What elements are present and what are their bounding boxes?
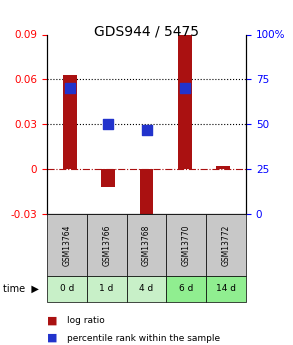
Text: 4 d: 4 d bbox=[139, 284, 154, 294]
Bar bbox=[101, 169, 115, 187]
Text: GSM13766: GSM13766 bbox=[102, 224, 111, 266]
Text: GSM13770: GSM13770 bbox=[182, 224, 191, 266]
Point bbox=[183, 86, 187, 91]
Text: ■: ■ bbox=[47, 316, 57, 326]
Text: percentile rank within the sample: percentile rank within the sample bbox=[67, 334, 221, 343]
Text: time  ▶: time ▶ bbox=[3, 284, 39, 294]
Bar bbox=[140, 169, 153, 224]
Text: 0 d: 0 d bbox=[59, 284, 74, 294]
Text: GSM13764: GSM13764 bbox=[62, 224, 71, 266]
Point bbox=[144, 127, 149, 132]
Text: log ratio: log ratio bbox=[67, 316, 105, 325]
Bar bbox=[63, 75, 76, 169]
Point bbox=[67, 86, 72, 91]
Text: 6 d: 6 d bbox=[179, 284, 194, 294]
Point bbox=[106, 121, 110, 127]
Text: GDS944 / 5475: GDS944 / 5475 bbox=[94, 24, 199, 38]
Bar bbox=[178, 34, 192, 169]
Text: ■: ■ bbox=[47, 333, 57, 343]
Text: GSM13768: GSM13768 bbox=[142, 224, 151, 266]
Bar bbox=[217, 166, 230, 169]
Text: GSM13772: GSM13772 bbox=[222, 224, 231, 266]
Text: 14 d: 14 d bbox=[216, 284, 236, 294]
Text: 1 d: 1 d bbox=[99, 284, 114, 294]
